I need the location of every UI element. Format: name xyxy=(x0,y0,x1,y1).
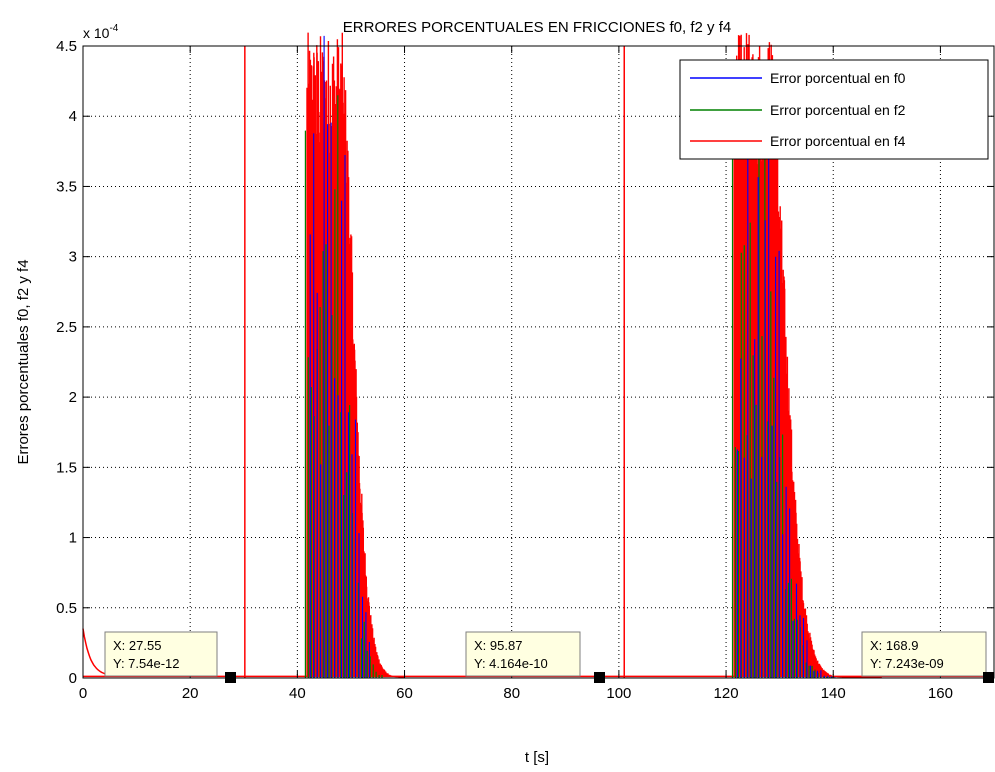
y-tick-labels: 0 0.5 1 1.5 2 2.5 3 3.5 4 4.5 xyxy=(56,38,77,687)
legend-entry-f4: Error porcentual en f4 xyxy=(770,133,906,149)
legend-entry-f0: Error porcentual en f0 xyxy=(770,70,906,86)
datatip-marker-2 xyxy=(594,672,605,683)
datatip-2: X: 95.87 Y: 4.164e-10 xyxy=(465,631,581,677)
y-axis-multiplier: x 10-4 xyxy=(83,23,119,41)
y-tick-label: 4.5 xyxy=(56,38,77,55)
datatip-box xyxy=(104,631,218,677)
x-tick-label: 100 xyxy=(606,685,631,702)
x-tick-label: 140 xyxy=(821,685,846,702)
x-tick-label: 60 xyxy=(396,685,413,702)
x-axis-label: t [s] xyxy=(525,749,549,766)
datatip-x: X: 95.87 xyxy=(474,638,522,653)
x-tick-label: 120 xyxy=(714,685,739,702)
y-tick-label: 2.5 xyxy=(56,319,77,336)
y-tick-label: 1 xyxy=(69,530,77,547)
x-tick-labels: 0 20 40 60 80 100 120 140 160 xyxy=(79,685,953,702)
chart-title: ERRORES PORCENTUALES EN FRICCIONES f0, f… xyxy=(343,19,731,36)
legend-entry-f2: Error porcentual en f2 xyxy=(770,102,906,118)
y-tick-label: 0.5 xyxy=(56,600,77,617)
x-tick-label: 80 xyxy=(503,685,520,702)
y-axis-label: Errores porcentuales f0, f2 y f4 xyxy=(15,259,32,464)
data-traces xyxy=(82,32,994,678)
x-tick-label: 40 xyxy=(289,685,306,702)
datatip-box xyxy=(861,631,987,677)
grid xyxy=(83,46,994,678)
y-tick-label: 0 xyxy=(69,670,77,687)
y-tick-label: 3.5 xyxy=(56,178,77,195)
datatip-x: X: 27.55 xyxy=(113,638,161,653)
datatip-1: X: 27.55 Y: 7.54e-12 xyxy=(104,631,218,677)
x-tick-label: 20 xyxy=(182,685,199,702)
y-tick-label: 4 xyxy=(69,108,77,125)
datatip-y: Y: 4.164e-10 xyxy=(474,656,548,671)
datatip-marker-3 xyxy=(983,672,994,683)
datatip-box xyxy=(465,631,581,677)
y-tick-label: 1.5 xyxy=(56,459,77,476)
axes-frame xyxy=(82,45,995,679)
datatip-x: X: 168.9 xyxy=(870,638,918,653)
y-tick-label: 2 xyxy=(69,389,77,406)
datatip-y: Y: 7.54e-12 xyxy=(113,656,180,671)
datatip-y: Y: 7.243e-09 xyxy=(870,656,944,671)
trace-f0-oscillation xyxy=(309,35,370,678)
x-tick-label: 0 xyxy=(79,685,87,702)
datatip-3: X: 168.9 Y: 7.243e-09 xyxy=(861,631,987,677)
legend: Error porcentual en f0 Error porcentual … xyxy=(679,59,989,160)
y-tick-label: 3 xyxy=(69,249,77,266)
x-tick-label: 160 xyxy=(928,685,953,702)
datatip-marker-1 xyxy=(225,672,236,683)
